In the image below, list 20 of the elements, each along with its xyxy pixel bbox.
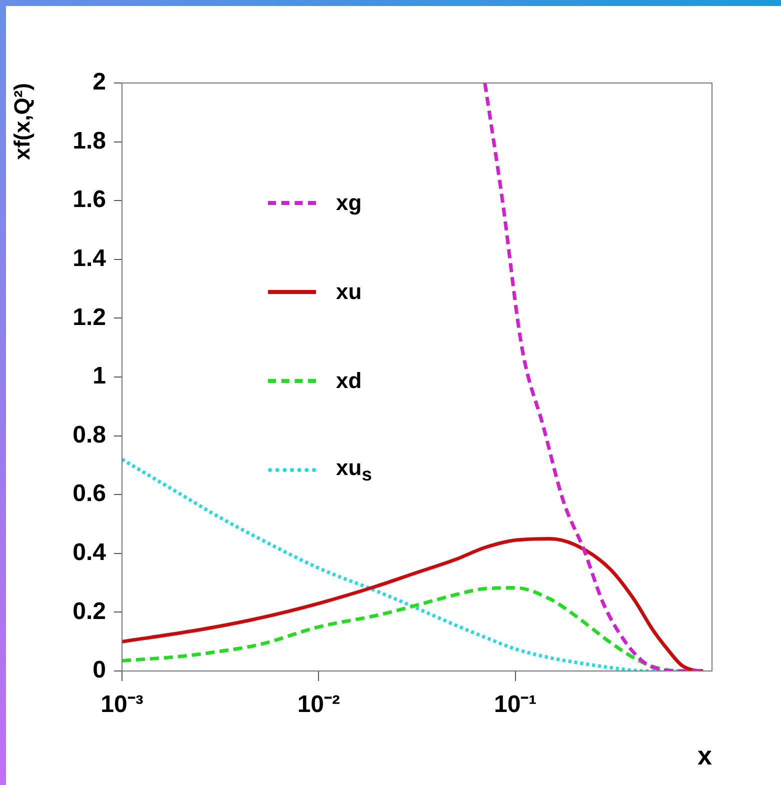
y-tick-label: 0	[92, 656, 106, 684]
x-tick-label: 10⁻²	[297, 691, 340, 718]
y-axis-title: xf(x,Q²)	[9, 83, 34, 160]
legend-label: xu	[336, 279, 362, 305]
y-tick-label: 0.6	[72, 480, 106, 508]
y-tick-label: 0.8	[72, 421, 106, 448]
legend-label: xd	[336, 368, 362, 394]
x-axis-title: x	[698, 740, 713, 771]
y-tick-label: 1.2	[72, 304, 106, 331]
y-tick-label: 1.4	[72, 245, 107, 272]
y-tick-label: 1	[92, 362, 106, 390]
y-tick-label: 1.6	[72, 186, 106, 214]
y-tick-label: 0.2	[72, 598, 106, 625]
x-tick-label: 10⁻¹	[494, 691, 537, 718]
y-tick-label: 2	[92, 68, 106, 96]
legend-label: xg	[336, 190, 362, 216]
y-tick-label: 0.4	[72, 539, 107, 566]
y-tick-label: 1.8	[72, 127, 106, 154]
x-tick-label: 10⁻³	[100, 691, 144, 718]
legend-label: xu$_{s}$	[336, 454, 372, 486]
